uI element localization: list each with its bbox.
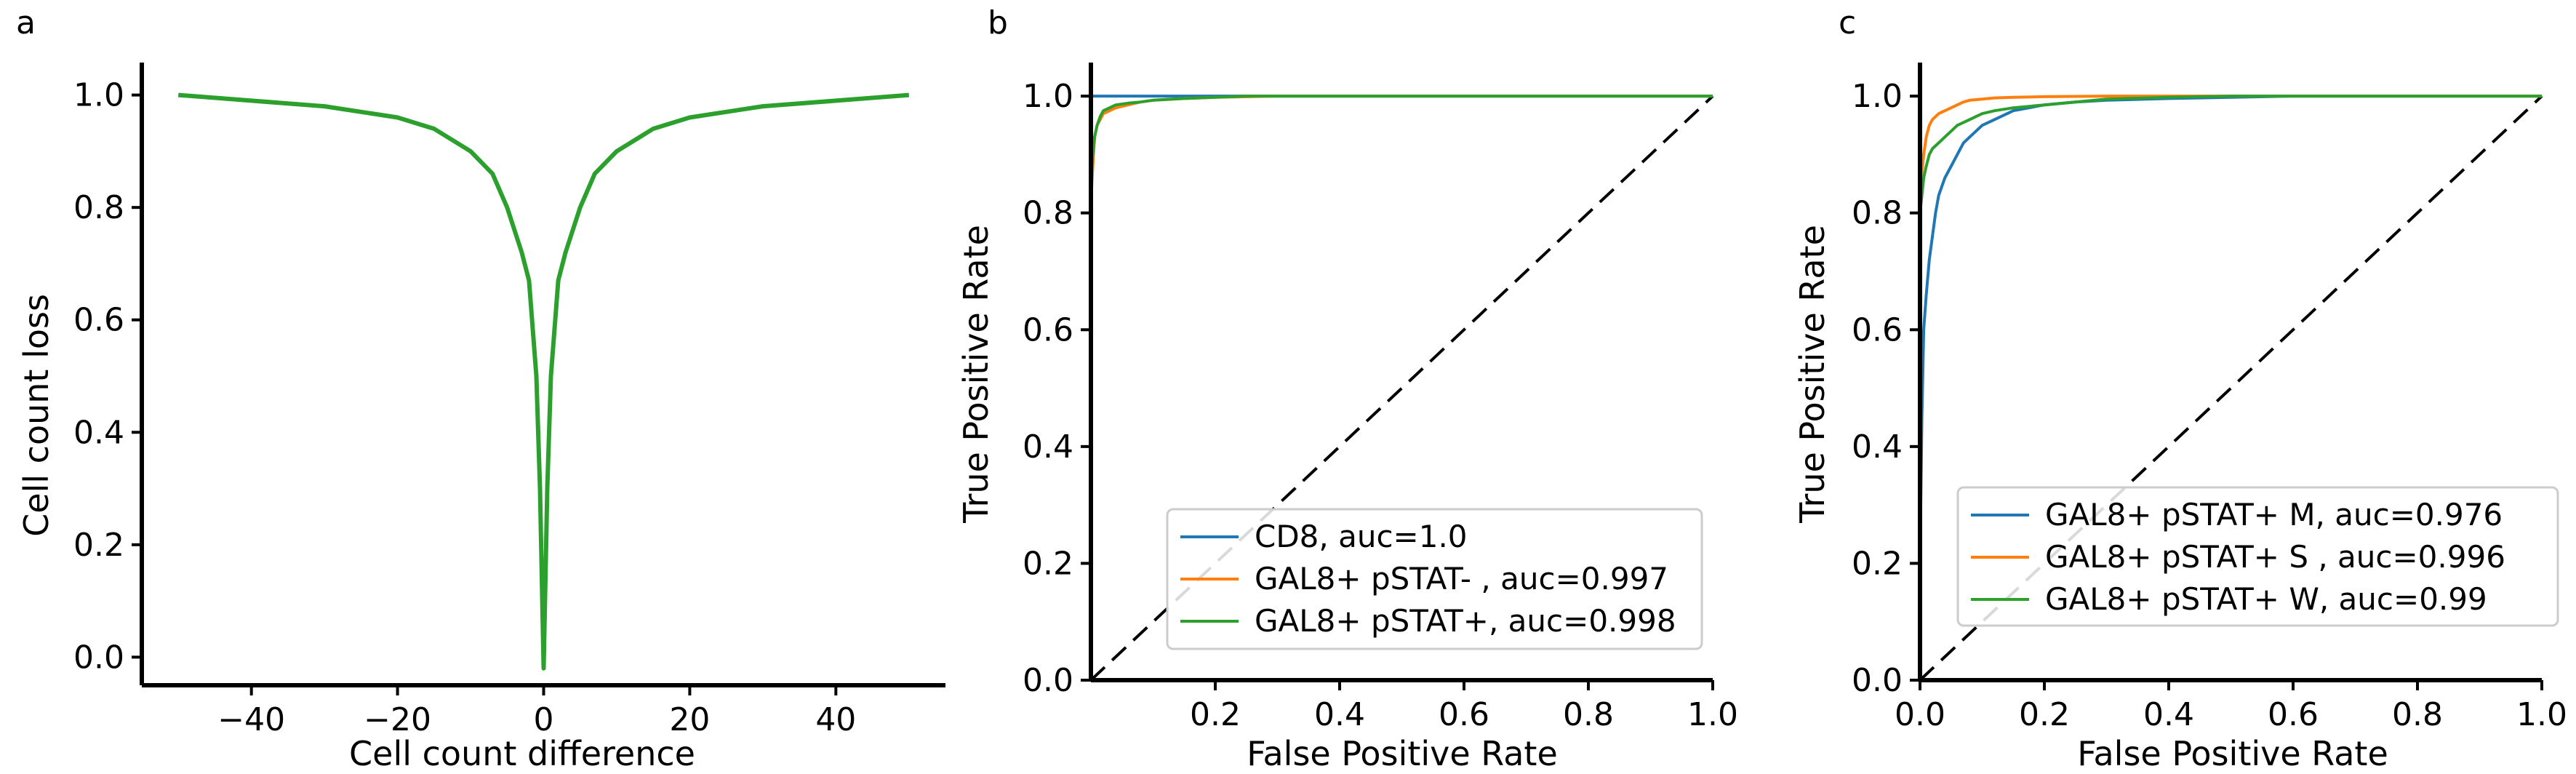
panel-letter-c: c: [1839, 4, 1856, 41]
panel-a: a 0.0 0.2 0.4 0.6 0.8 1.0 −40 −20 0 20 40 Cell cou…: [16, 4, 945, 773]
y-tick-label: 0.4: [1852, 428, 1903, 466]
x-tick-label: 0.4: [2143, 696, 2194, 733]
y-tick-label: 0.2: [73, 527, 124, 564]
panel-b-ylabel: True Positive Rate: [956, 225, 996, 524]
panel-c: c 0.0 0.2 0.4 0.6 0.8 1.0 0.0 0.2 0.4 0.6 0.8 1.0 GA…: [1793, 4, 2567, 773]
x-tick-label: −40: [217, 701, 285, 738]
x-tick-label: 0.2: [2019, 696, 2070, 733]
x-tick-label: 0.0: [1895, 696, 1945, 733]
y-tick-label: 1.0: [1852, 78, 1903, 115]
panel-a-plot: 0.0 0.2 0.4 0.6 0.8 1.0 −40 −20 0 20 40: [73, 63, 945, 738]
x-tick-label: 0.6: [1439, 696, 1489, 733]
panel-c-plot: 0.0 0.2 0.4 0.6 0.8 1.0 0.0 0.2 0.4 0.6 0.8 1.0 GAL8…: [1852, 63, 2567, 733]
diagonal-reference-line: [1089, 95, 1714, 682]
panel-letter-a: a: [16, 4, 36, 41]
x-tick-label: −20: [364, 701, 431, 738]
legend-box: [1956, 486, 2559, 627]
panel-b-xlabel: False Positive Rate: [1247, 734, 1558, 773]
x-tick-label: 20: [669, 701, 710, 738]
series-line-1: [1919, 95, 2542, 680]
legend-entry: GAL8+ pSTAT+, auc=0.998: [1255, 603, 1676, 639]
legend-entry: GAL8+ pSTAT+ S , auc=0.996: [2045, 539, 2505, 575]
x-tick-label: 40: [815, 701, 856, 738]
x-tick-label: 0: [534, 701, 554, 738]
panel-c-ylabel: True Positive Rate: [1793, 225, 1832, 524]
panel-c-xlabel: False Positive Rate: [2077, 734, 2388, 773]
y-tick-label: 0.0: [73, 639, 124, 676]
series-line-2: [1089, 95, 1713, 680]
y-tick-label: 0.2: [1852, 545, 1903, 582]
panel-a-xlabel: Cell count difference: [349, 734, 695, 773]
diagonal-reference-line: [1919, 95, 2543, 682]
y-tick-label: 1.0: [73, 77, 124, 114]
legend-entry: GAL8+ pSTAT+ W, auc=0.99: [2045, 581, 2487, 617]
y-tick-label: 0.6: [1023, 311, 1073, 348]
legend: CD8, auc=1.0 GAL8+ pSTAT- , auc=0.997 GAL8…: [1166, 508, 1703, 650]
series-line-0: [177, 92, 910, 671]
y-tick-label: 0.2: [1023, 545, 1073, 582]
y-tick-label: 0.6: [1852, 311, 1903, 348]
y-tick-label: 0.4: [1023, 428, 1073, 466]
y-tick-label: 0.4: [73, 414, 124, 451]
x-tick-label: 0.6: [2268, 696, 2319, 733]
y-tick-label: 0.6: [73, 302, 124, 339]
panel-letter-b: b: [988, 4, 1008, 41]
y-tick-label: 0.8: [73, 189, 124, 226]
y-tick-label: 0.8: [1852, 195, 1903, 232]
legend-entry: GAL8+ pSTAT+ M, auc=0.976: [2045, 497, 2503, 532]
series-line-2: [1919, 95, 2542, 680]
x-tick-label: 0.4: [1314, 696, 1365, 733]
y-tick-label: 0.8: [1023, 195, 1073, 232]
y-tick-label: 0.0: [1023, 662, 1073, 699]
legend-entry: GAL8+ pSTAT- , auc=0.997: [1255, 561, 1668, 597]
x-tick-label: 0.8: [1563, 696, 1614, 733]
panel-b: b 0.0 0.2 0.4 0.6 0.8 1.0 0.2 0.4 0.6 0.8 1.0 CD8, …: [956, 4, 1738, 773]
x-tick-label: 1.0: [2516, 696, 2567, 733]
x-tick-label: 0.8: [2392, 696, 2443, 733]
y-tick-label: 1.0: [1023, 78, 1073, 115]
legend: GAL8+ pSTAT+ M, auc=0.976 GAL8+ pSTAT+ S …: [1956, 486, 2559, 627]
y-tick-label: 0.0: [1852, 662, 1903, 699]
legend-entry: CD8, auc=1.0: [1255, 519, 1468, 554]
legend-box: [1166, 508, 1703, 650]
x-tick-label: 1.0: [1687, 696, 1738, 733]
panel-a-ylabel: Cell count loss: [17, 294, 56, 537]
panel-b-plot: 0.0 0.2 0.4 0.6 0.8 1.0 0.2 0.4 0.6 0.8 1.0 CD8, au…: [1023, 63, 1738, 733]
x-tick-label: 0.2: [1190, 696, 1241, 733]
